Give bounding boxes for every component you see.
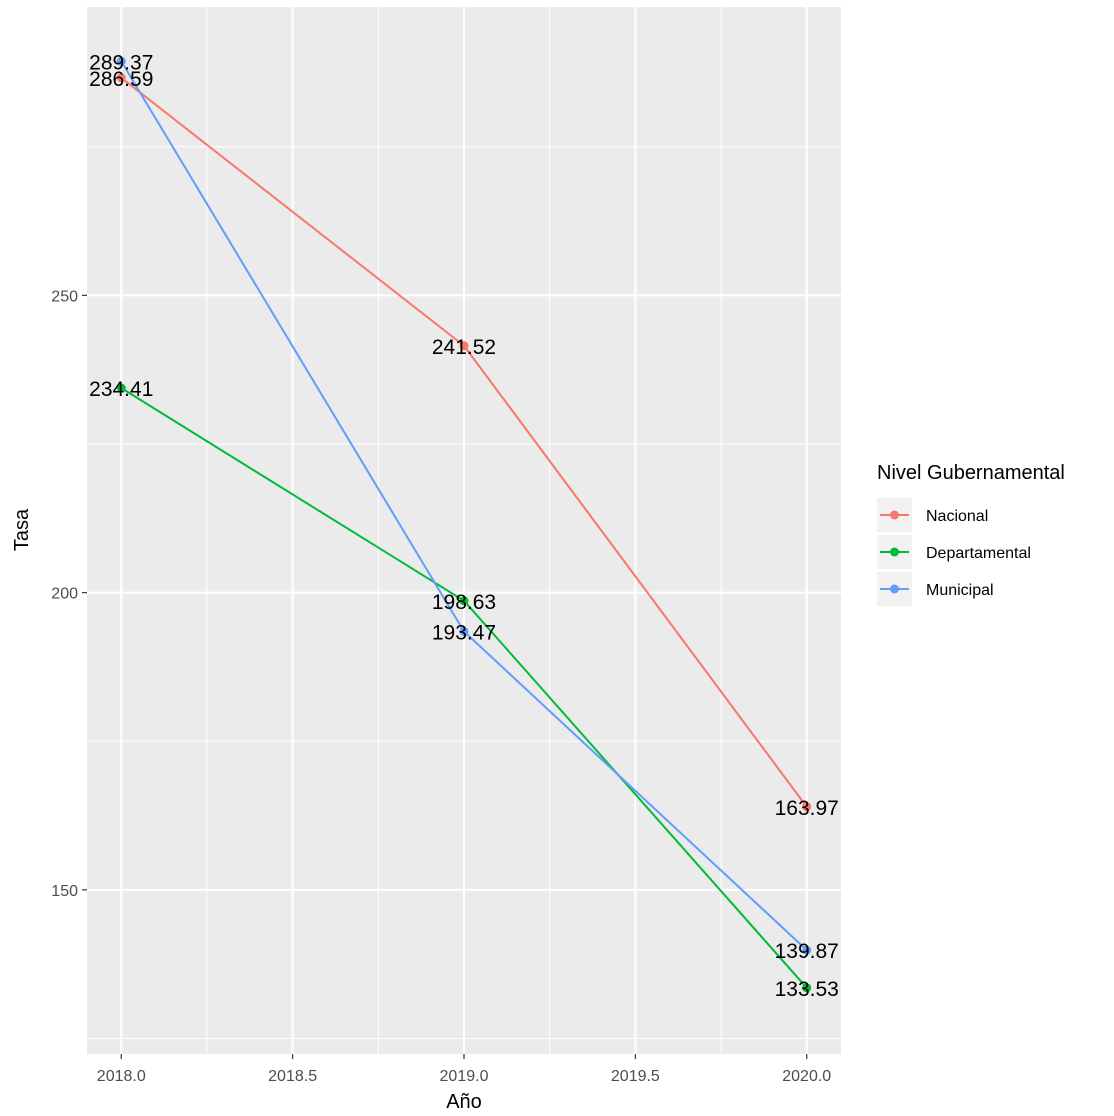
x-tick-label: 2019.0 — [440, 1068, 489, 1085]
data-label-nacional: 241.52 — [432, 336, 496, 359]
grid-major — [87, 7, 841, 1054]
legend-label: Nacional — [926, 508, 988, 525]
legend-label: Municipal — [926, 582, 994, 599]
data-point-municipal — [459, 626, 469, 636]
legend-key-point — [890, 510, 899, 520]
x-axis-title: Año — [446, 1091, 482, 1113]
legend-item-departamental: Departamental — [877, 535, 1031, 569]
y-tick-label: 150 — [51, 883, 78, 900]
data-point-nacional — [116, 73, 126, 83]
legend-item-nacional: Nacional — [877, 498, 988, 532]
x-tick-label: 2018.5 — [268, 1068, 317, 1085]
data-labels: 286.59 241.52 163.97 234.41 198.63 133.53 289.… — [89, 51, 839, 1001]
data-label-nacional: 286.59 — [89, 68, 153, 91]
x-tick-label: 2019.5 — [611, 1068, 660, 1085]
legend: Nivel Gubernamental Nacional Departamenta… — [877, 462, 1065, 606]
legend-title: Nivel Gubernamental — [877, 462, 1065, 484]
legend-key-point — [890, 547, 899, 557]
x-tick-label: 2020.0 — [782, 1068, 831, 1085]
data-label-nacional: 163.97 — [775, 797, 839, 820]
data-label-departamental: 133.53 — [775, 978, 839, 1001]
legend-items: Nacional Departamental Municipal — [877, 498, 1031, 606]
y-tick-label: 200 — [51, 586, 78, 603]
series-points — [116, 56, 812, 993]
data-label-municipal: 289.37 — [89, 51, 153, 74]
y-axis-title: Tasa — [11, 508, 33, 551]
y-axis: 150 200 250 — [51, 288, 87, 900]
legend-item-municipal: Municipal — [877, 572, 994, 606]
legend-key-point — [890, 584, 899, 594]
data-point-nacional — [802, 802, 812, 812]
data-point-departamental — [802, 983, 812, 993]
y-tick-label: 250 — [51, 288, 78, 305]
legend-label: Departamental — [926, 545, 1031, 562]
data-point-municipal — [802, 945, 812, 955]
data-point-departamental — [116, 383, 126, 393]
data-label-departamental: 234.41 — [89, 378, 153, 401]
data-label-departamental: 198.63 — [432, 591, 496, 614]
x-axis: 2018.0 2018.5 2019.0 2019.5 2020.0 — [97, 1054, 831, 1085]
data-label-municipal: 139.87 — [775, 940, 839, 963]
data-point-municipal — [116, 56, 126, 66]
data-label-municipal: 193.47 — [432, 621, 496, 644]
data-point-nacional — [459, 341, 469, 351]
x-tick-label: 2018.0 — [97, 1068, 146, 1085]
data-point-departamental — [459, 596, 469, 606]
